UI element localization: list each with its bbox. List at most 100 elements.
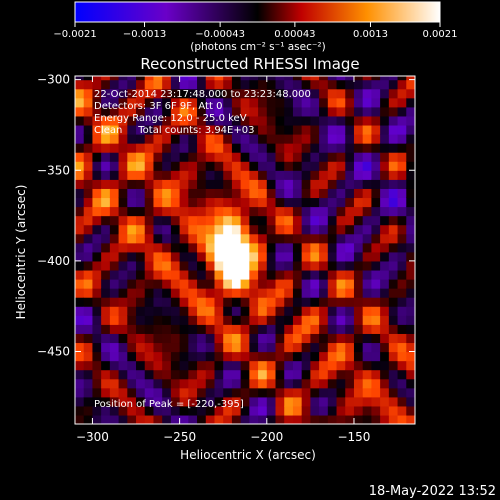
heatmap-cell: [319, 179, 329, 189]
heatmap-cell: [284, 342, 294, 353]
heatmap-cell: [353, 414, 364, 424]
heatmap-cell: [336, 224, 346, 235]
heatmap-cell: [205, 134, 216, 144]
heatmap-cell: [406, 188, 415, 199]
heatmap-cell: [327, 315, 338, 325]
heatmap-cell: [223, 161, 233, 171]
heatmap-cell: [380, 414, 390, 424]
heatmap-cell: [327, 233, 338, 244]
heatmap-cell: [336, 242, 346, 253]
heatmap-cell: [371, 242, 381, 253]
heatmap-cell: [266, 405, 277, 416]
heatmap-cell: [75, 179, 85, 189]
heatmap-cell: [92, 342, 102, 353]
heatmap-cell: [118, 387, 128, 398]
heatmap-cell: [118, 405, 128, 416]
heatmap-cell: [231, 115, 242, 126]
heatmap-cell: [327, 251, 338, 262]
heatmap-cell: [327, 405, 338, 416]
heatmap-cell: [153, 405, 163, 416]
heatmap-cell: [118, 206, 128, 217]
heatmap-cell: [327, 414, 338, 424]
heatmap-cell: [144, 143, 155, 153]
heatmap-cell: [258, 233, 268, 244]
heatmap-cell: [362, 124, 373, 135]
heatmap-cell: [362, 197, 373, 208]
heatmap-cell: [362, 315, 373, 325]
heatmap-cell: [353, 306, 364, 316]
heatmap-cell: [397, 242, 407, 253]
heatmap-cell: [197, 242, 207, 253]
heatmap-cell: [205, 324, 216, 334]
heatmap-cell: [397, 369, 407, 380]
heatmap-cell: [214, 306, 224, 316]
heatmap-cell: [136, 279, 146, 289]
heatmap-cell: [301, 215, 311, 226]
heatmap-cell: [258, 224, 268, 235]
heatmap-cell: [406, 324, 415, 334]
heatmap-cell: [388, 224, 399, 235]
heatmap-cell: [162, 333, 172, 344]
heatmap-cell: [353, 315, 364, 325]
heatmap-cell: [153, 251, 163, 262]
heatmap-cell: [388, 378, 399, 389]
heatmap-cell: [240, 378, 250, 389]
heatmap-cell: [162, 197, 172, 208]
heatmap-cell: [127, 124, 137, 135]
heatmap-cell: [109, 197, 120, 208]
heatmap-cell: [188, 279, 198, 289]
heatmap-cell: [397, 351, 407, 362]
heatmap-cell: [397, 79, 407, 90]
heatmap-cell: [101, 88, 111, 99]
heatmap-cell: [301, 333, 311, 344]
heatmap-cell: [197, 224, 207, 235]
heatmap-cell: [83, 88, 94, 99]
heatmap-cell: [75, 360, 85, 371]
heatmap-cell: [371, 315, 381, 325]
heatmap-cell: [345, 351, 355, 362]
heatmap-cell: [397, 161, 407, 171]
heatmap-cell: [249, 288, 259, 298]
heatmap-cell: [197, 197, 207, 208]
heatmap-cell: [258, 297, 268, 307]
heatmap-cell: [75, 369, 85, 380]
heatmap-cell: [275, 76, 285, 81]
heatmap-cell: [170, 306, 181, 316]
heatmap-cell: [292, 188, 303, 199]
heatmap-cell: [380, 88, 390, 99]
heatmap-cell: [127, 396, 137, 407]
heatmap-cell: [83, 324, 94, 334]
heatmap-cell: [127, 279, 137, 289]
heatmap-cell: [319, 288, 329, 298]
heatmap-cell: [136, 224, 146, 235]
heatmap-cell: [336, 360, 346, 371]
heatmap-cell: [231, 269, 242, 280]
heatmap-cell: [406, 224, 415, 235]
heatmap-cell: [75, 188, 85, 199]
heatmap-cell: [144, 315, 155, 325]
heatmap-cell: [388, 260, 399, 271]
heatmap-cell: [144, 79, 155, 90]
heatmap-cell: [101, 215, 111, 226]
heatmap-cell: [83, 161, 94, 171]
heatmap-cell: [249, 97, 259, 108]
heatmap-cell: [327, 134, 338, 144]
heatmap-cell: [301, 306, 311, 316]
heatmap-cell: [153, 333, 163, 344]
heatmap-cell: [397, 224, 407, 235]
heatmap-cell: [127, 233, 137, 244]
heatmap-cell: [292, 76, 303, 81]
heatmap-cell: [380, 97, 390, 108]
heatmap-cell: [336, 251, 346, 262]
heatmap-cell: [83, 152, 94, 162]
heatmap-cell: [92, 134, 102, 144]
heatmap-cell: [353, 333, 364, 344]
heatmap-cell: [127, 269, 137, 280]
heatmap-cell: [75, 387, 85, 398]
heatmap-cell: [380, 188, 390, 199]
heatmap-cell: [179, 206, 189, 217]
heatmap-cell: [266, 251, 277, 262]
heatmap-cell: [249, 333, 259, 344]
heatmap-cell: [118, 161, 128, 171]
heatmap-cell: [231, 369, 242, 380]
